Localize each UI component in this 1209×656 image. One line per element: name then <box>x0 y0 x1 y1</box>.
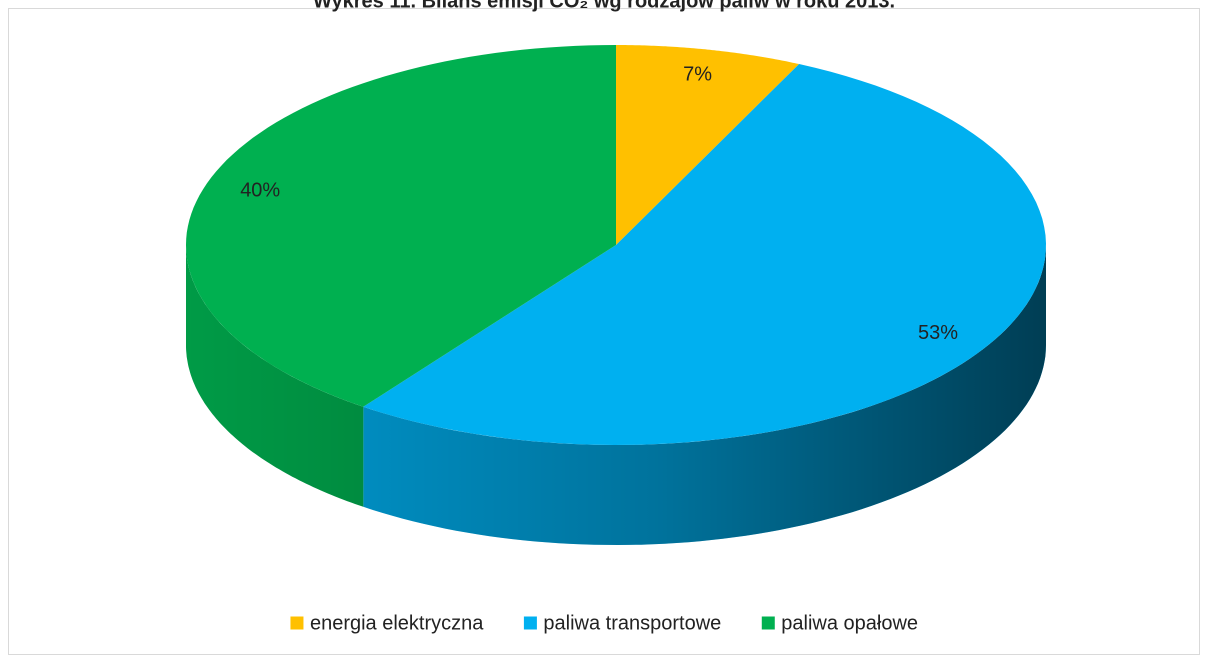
legend: energia elektryczna paliwa transportowe pa… <box>289 612 918 634</box>
side-shade <box>186 245 364 507</box>
pie: 7% 53% 40% <box>186 45 1046 545</box>
slice <box>186 45 616 407</box>
legend-swatch <box>760 615 776 631</box>
data-label: 40% <box>240 180 280 202</box>
slice <box>616 45 800 245</box>
legend-swatch <box>289 615 305 631</box>
chart-title: Wykres 11. Bilans emisji CO₂ wg rodzajów… <box>313 0 895 12</box>
legend-label: paliwa transportowe <box>543 612 721 634</box>
data-label: 53% <box>918 322 958 344</box>
slice <box>363 64 1046 445</box>
data-label: 7% <box>683 63 712 85</box>
legend-label: paliwa opałowe <box>781 612 918 634</box>
side-shade <box>363 245 1046 545</box>
legend-label: energia elektryczna <box>310 612 484 634</box>
legend-swatch <box>522 615 538 631</box>
